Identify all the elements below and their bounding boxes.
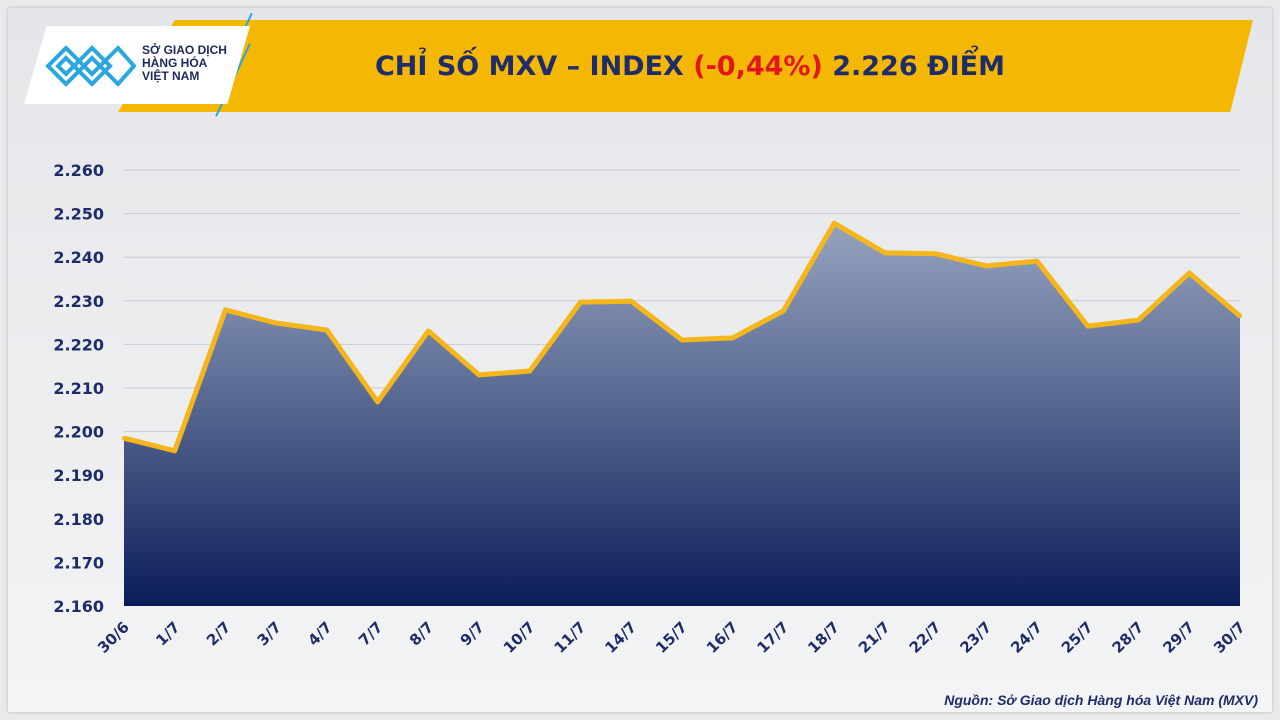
data-point bbox=[223, 307, 228, 312]
title-change: (-0,44%) bbox=[693, 50, 823, 82]
logo-line: SỞ GIAO DỊCH bbox=[142, 43, 227, 57]
title-value: 2.226 ĐIỂM bbox=[822, 50, 1005, 82]
data-point bbox=[172, 448, 177, 453]
x-tick-label: 4/7 bbox=[304, 618, 335, 649]
y-tick-label: 2.230 bbox=[53, 292, 104, 311]
data-point bbox=[527, 368, 532, 373]
area-fill bbox=[124, 223, 1240, 606]
logo-icon bbox=[45, 45, 136, 87]
title-text: CHỈ SỐ MXV – INDEX bbox=[374, 50, 694, 82]
chart-title: CHỈ SỐ MXV – INDEX (-0,44%) 2.226 ĐIỂM bbox=[240, 20, 1140, 112]
x-tick-label: 23/7 bbox=[956, 618, 995, 657]
x-tick-label: 22/7 bbox=[906, 618, 945, 657]
y-tick-label: 2.160 bbox=[53, 597, 104, 616]
y-tick-label: 2.190 bbox=[53, 466, 104, 485]
y-tick-label: 2.260 bbox=[53, 161, 104, 180]
title-banner bbox=[118, 20, 1253, 112]
y-tick-label: 2.240 bbox=[53, 248, 104, 267]
y-tick-label: 2.210 bbox=[53, 379, 104, 398]
x-tick-label: 24/7 bbox=[1007, 618, 1046, 657]
x-tick-label: 30/7 bbox=[1210, 618, 1249, 657]
data-point bbox=[274, 321, 279, 326]
logo-line: HÀNG HÓA bbox=[142, 56, 208, 70]
x-tick-label: 25/7 bbox=[1058, 618, 1097, 657]
data-point bbox=[1136, 317, 1141, 322]
y-tick-label: 2.180 bbox=[53, 510, 104, 529]
data-point bbox=[984, 263, 989, 268]
y-tick-label: 2.170 bbox=[53, 553, 104, 572]
x-tick-label: 1/7 bbox=[152, 618, 183, 649]
data-point bbox=[781, 308, 786, 313]
x-tick-label: 14/7 bbox=[601, 618, 640, 657]
x-tick-label: 9/7 bbox=[457, 618, 488, 649]
y-tick-label: 2.250 bbox=[53, 205, 104, 224]
y-tick-label: 2.220 bbox=[53, 335, 104, 354]
x-tick-label: 2/7 bbox=[203, 618, 234, 649]
x-tick-label: 17/7 bbox=[754, 618, 793, 657]
data-point bbox=[1187, 270, 1192, 275]
data-point bbox=[1035, 259, 1040, 264]
x-tick-label: 28/7 bbox=[1109, 618, 1148, 657]
x-tick-label: 29/7 bbox=[1159, 618, 1198, 657]
x-tick-label: 10/7 bbox=[500, 618, 539, 657]
x-tick-label: 8/7 bbox=[406, 618, 437, 649]
x-tick-label: 18/7 bbox=[804, 618, 843, 657]
x-tick-label: 3/7 bbox=[254, 618, 285, 649]
data-point bbox=[1238, 314, 1242, 319]
x-tick-label: 21/7 bbox=[855, 618, 894, 657]
x-tick-label: 7/7 bbox=[355, 618, 386, 649]
data-point bbox=[629, 299, 634, 304]
data-point bbox=[122, 436, 126, 441]
data-point bbox=[324, 328, 329, 333]
source-note: Nguồn: Sở Giao dịch Hàng hóa Việt Nam (M… bbox=[944, 692, 1258, 708]
x-tick-label: 30/6 bbox=[94, 618, 133, 657]
logo-text: SỞ GIAO DỊCH HÀNG HÓA VIỆT NAM bbox=[142, 44, 227, 83]
data-point bbox=[578, 300, 583, 305]
data-point bbox=[426, 328, 431, 333]
x-tick-label: 15/7 bbox=[652, 618, 691, 657]
data-point bbox=[933, 251, 938, 256]
logo-line: VIỆT NAM bbox=[142, 69, 200, 83]
data-point bbox=[882, 250, 887, 255]
data-point bbox=[832, 221, 837, 226]
data-point bbox=[1085, 324, 1090, 329]
data-point bbox=[375, 399, 380, 404]
x-tick-label: 16/7 bbox=[703, 618, 742, 657]
data-point bbox=[680, 338, 684, 343]
x-tick-label: 11/7 bbox=[551, 618, 590, 657]
data-point bbox=[730, 335, 735, 340]
data-point bbox=[477, 372, 482, 377]
y-tick-label: 2.200 bbox=[53, 423, 104, 442]
